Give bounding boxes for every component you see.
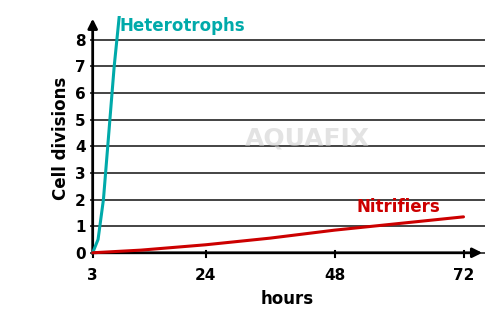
Text: Nitrifiers: Nitrifiers bbox=[356, 197, 440, 216]
Y-axis label: Cell divisions: Cell divisions bbox=[52, 77, 70, 200]
X-axis label: hours: hours bbox=[261, 290, 314, 308]
Text: AQUAFIX: AQUAFIX bbox=[245, 126, 370, 150]
Text: Heterotrophs: Heterotrophs bbox=[120, 17, 245, 35]
